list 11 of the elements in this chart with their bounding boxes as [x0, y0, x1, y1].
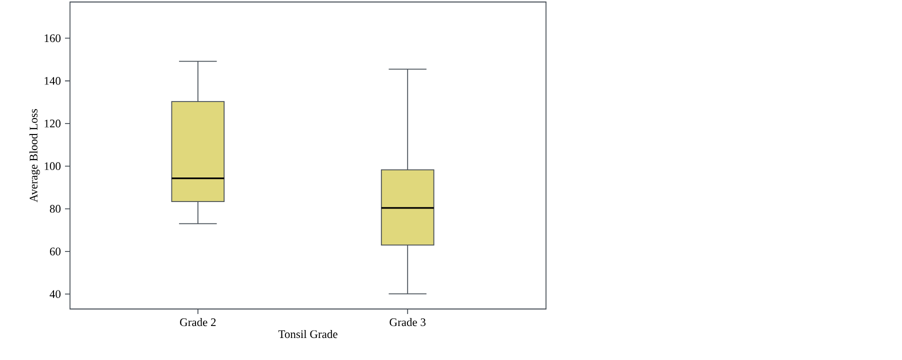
- x-tick-label: Grade 3: [390, 318, 426, 326]
- y-tick-label: 140: [44, 77, 61, 85]
- y-tick-label: 100: [44, 162, 61, 170]
- x-tick-label: Grade 2: [180, 318, 216, 326]
- y-axis-title: Average Blood Loss: [29, 109, 40, 202]
- y-tick-label: 80: [50, 204, 61, 213]
- y-tick-label: 120: [44, 120, 61, 128]
- x-axis-title: Tonsil Grade: [278, 330, 338, 338]
- y-tick-label: 160: [44, 34, 61, 42]
- y-tick-label: 60: [50, 248, 61, 256]
- y-tick-label: 40: [50, 290, 61, 298]
